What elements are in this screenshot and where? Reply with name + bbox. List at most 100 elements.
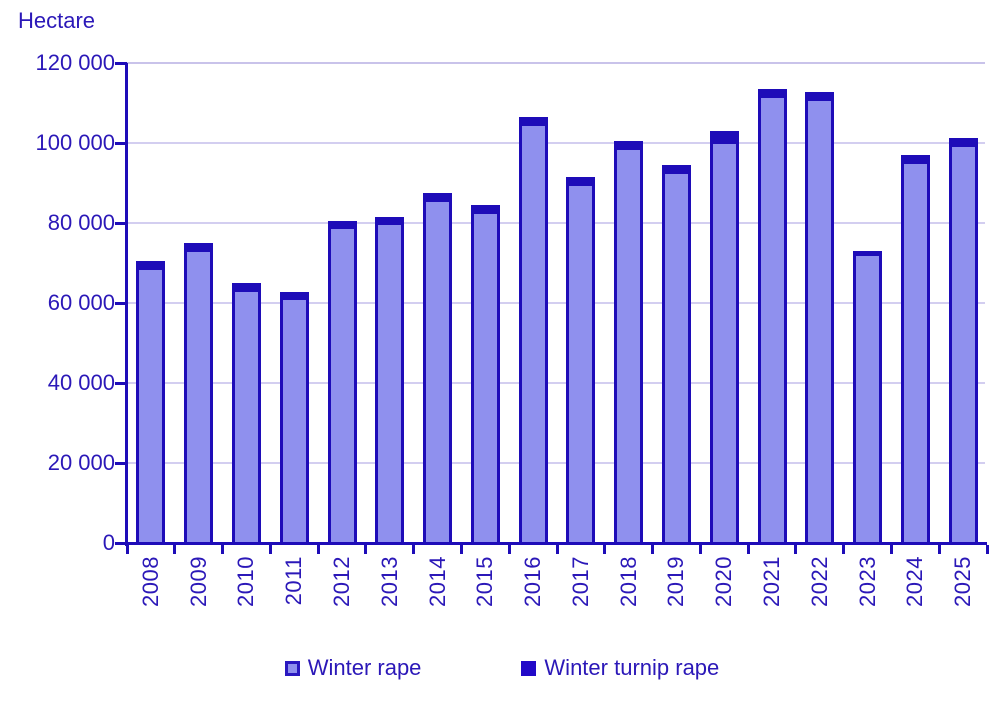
x-label-cell-2024: 2024 [892,556,940,626]
legend-label-winter-turnip-rape: Winter turnip rape [544,655,720,680]
gridline-40000 [127,382,985,384]
bar-2011-winter-turnip-rape-segment [282,295,306,300]
bar-slot-2020 [700,63,748,543]
gridline-20000 [127,462,985,464]
x-label-cell-2013: 2013 [366,556,414,626]
x-label-cell-2010: 2010 [223,556,271,626]
x-axis-tick [412,545,416,554]
bar-2021-winter-rape-segment [761,98,784,543]
bar-slot-2023 [844,63,892,543]
legend-label-winter-rape: Winter rape [307,655,422,680]
x-axis-tick-label: 2018 [615,556,641,607]
gridline-100000 [127,142,985,144]
bar-slot-2009 [175,63,223,543]
bar-2019-winter-turnip-rape-segment [664,168,688,174]
x-axis-tick-label: 2012 [329,556,355,607]
x-label-cell-2020: 2020 [700,556,748,626]
bar-2014 [423,193,453,543]
bar-2023-winter-turnip-rape-segment [856,254,880,256]
y-axis-tick [115,382,127,385]
x-axis-tick-label: 2019 [663,556,689,607]
bar-2021 [757,89,787,543]
bar-2013-winter-turnip-rape-segment [378,220,402,225]
x-axis-tick-label: 2020 [711,556,737,607]
bar-2011 [279,292,309,543]
x-axis-tick [985,545,989,554]
bar-2022 [805,92,835,543]
x-axis-tick [698,545,702,554]
x-axis-tick [603,545,607,554]
bar-2024 [900,155,930,543]
bar-2010-winter-rape-segment [235,292,258,543]
bar-2019-winter-rape-segment [665,174,688,543]
bar-2008-winter-rape-segment [139,270,162,543]
bar-slot-2014 [414,63,462,543]
y-axis-tick-label: 100 000 [35,130,115,155]
y-axis-tick [115,62,127,65]
y-axis-tick-label: 60 000 [47,290,115,315]
bar-2008-winter-turnip-rape-segment [139,264,163,270]
x-axis-tick-label: 2023 [854,556,880,607]
bar-2018-winter-rape-segment [617,150,640,543]
bar-slot-2021 [748,63,796,543]
bar-2015 [470,205,500,543]
gridline-80000 [127,222,985,224]
bar-2012-winter-turnip-rape-segment [330,224,354,229]
x-label-cell-2021: 2021 [748,556,796,626]
x-label-cell-2008: 2008 [127,556,175,626]
bar-slot-2024 [892,63,940,543]
bars-container [127,63,987,543]
bar-2025 [948,138,978,543]
bar-2020-winter-rape-segment [713,144,736,543]
bar-2022-winter-rape-segment [808,101,831,543]
bar-2021-winter-turnip-rape-segment [760,92,784,98]
x-label-cell-2016: 2016 [509,556,557,626]
bar-2012-winter-rape-segment [331,229,354,543]
bar-2020-winter-turnip-rape-segment [712,134,736,144]
x-axis-tick [507,545,511,554]
x-label-cell-2012: 2012 [318,556,366,626]
bar-2010-winter-turnip-rape-segment [234,286,258,292]
x-axis-tick [794,545,798,554]
y-axis-tick-label: 0 [102,530,115,555]
x-axis-tick [459,545,463,554]
x-axis-tick-label: 2015 [472,556,498,607]
y-axis-tick [115,302,127,305]
bar-2024-winter-rape-segment [904,164,927,543]
bar-2011-winter-rape-segment [283,300,306,543]
x-axis-tick [746,545,750,554]
x-axis-tick [842,545,846,554]
bar-slot-2011 [270,63,318,543]
y-axis-tick-label: 40 000 [47,370,115,395]
y-axis-tick [115,142,127,145]
x-label-cell-2022: 2022 [796,556,844,626]
bar-slot-2013 [366,63,414,543]
y-axis-tick [115,222,127,225]
bar-2014-winter-turnip-rape-segment [426,196,450,202]
x-axis-tick [125,545,129,554]
x-label-cell-2025: 2025 [939,556,987,626]
x-axis-tick [364,545,368,554]
bar-2018 [614,141,644,543]
x-label-cell-2014: 2014 [414,556,462,626]
bar-2015-winter-rape-segment [474,214,497,543]
winter-rape-swatch-icon [284,660,300,676]
x-axis-tick-label: 2021 [759,556,785,607]
y-axis-tick [115,462,127,465]
legend-item-winter-turnip-rape: Winter turnip rape [521,655,719,681]
x-axis-tick-label: 2016 [520,556,546,607]
x-axis-tick [221,545,225,554]
bar-slot-2019 [653,63,701,543]
plot-area: 0 20 000 40 000 60 000 80 000 100 000 120 000 [35,52,989,554]
bar-2013-winter-rape-segment [378,225,401,543]
y-axis-tick-label: 20 000 [47,450,115,475]
bar-2019 [661,165,691,543]
bar-2012 [327,221,357,543]
legend-item-winter-rape: Winter rape [284,655,422,681]
bar-2008 [136,261,166,543]
y-axis-tick-label: 120 000 [35,50,115,75]
x-label-cell-2018: 2018 [605,556,653,626]
y-axis-tick-label: 80 000 [47,210,115,235]
x-axis-tick [173,545,177,554]
